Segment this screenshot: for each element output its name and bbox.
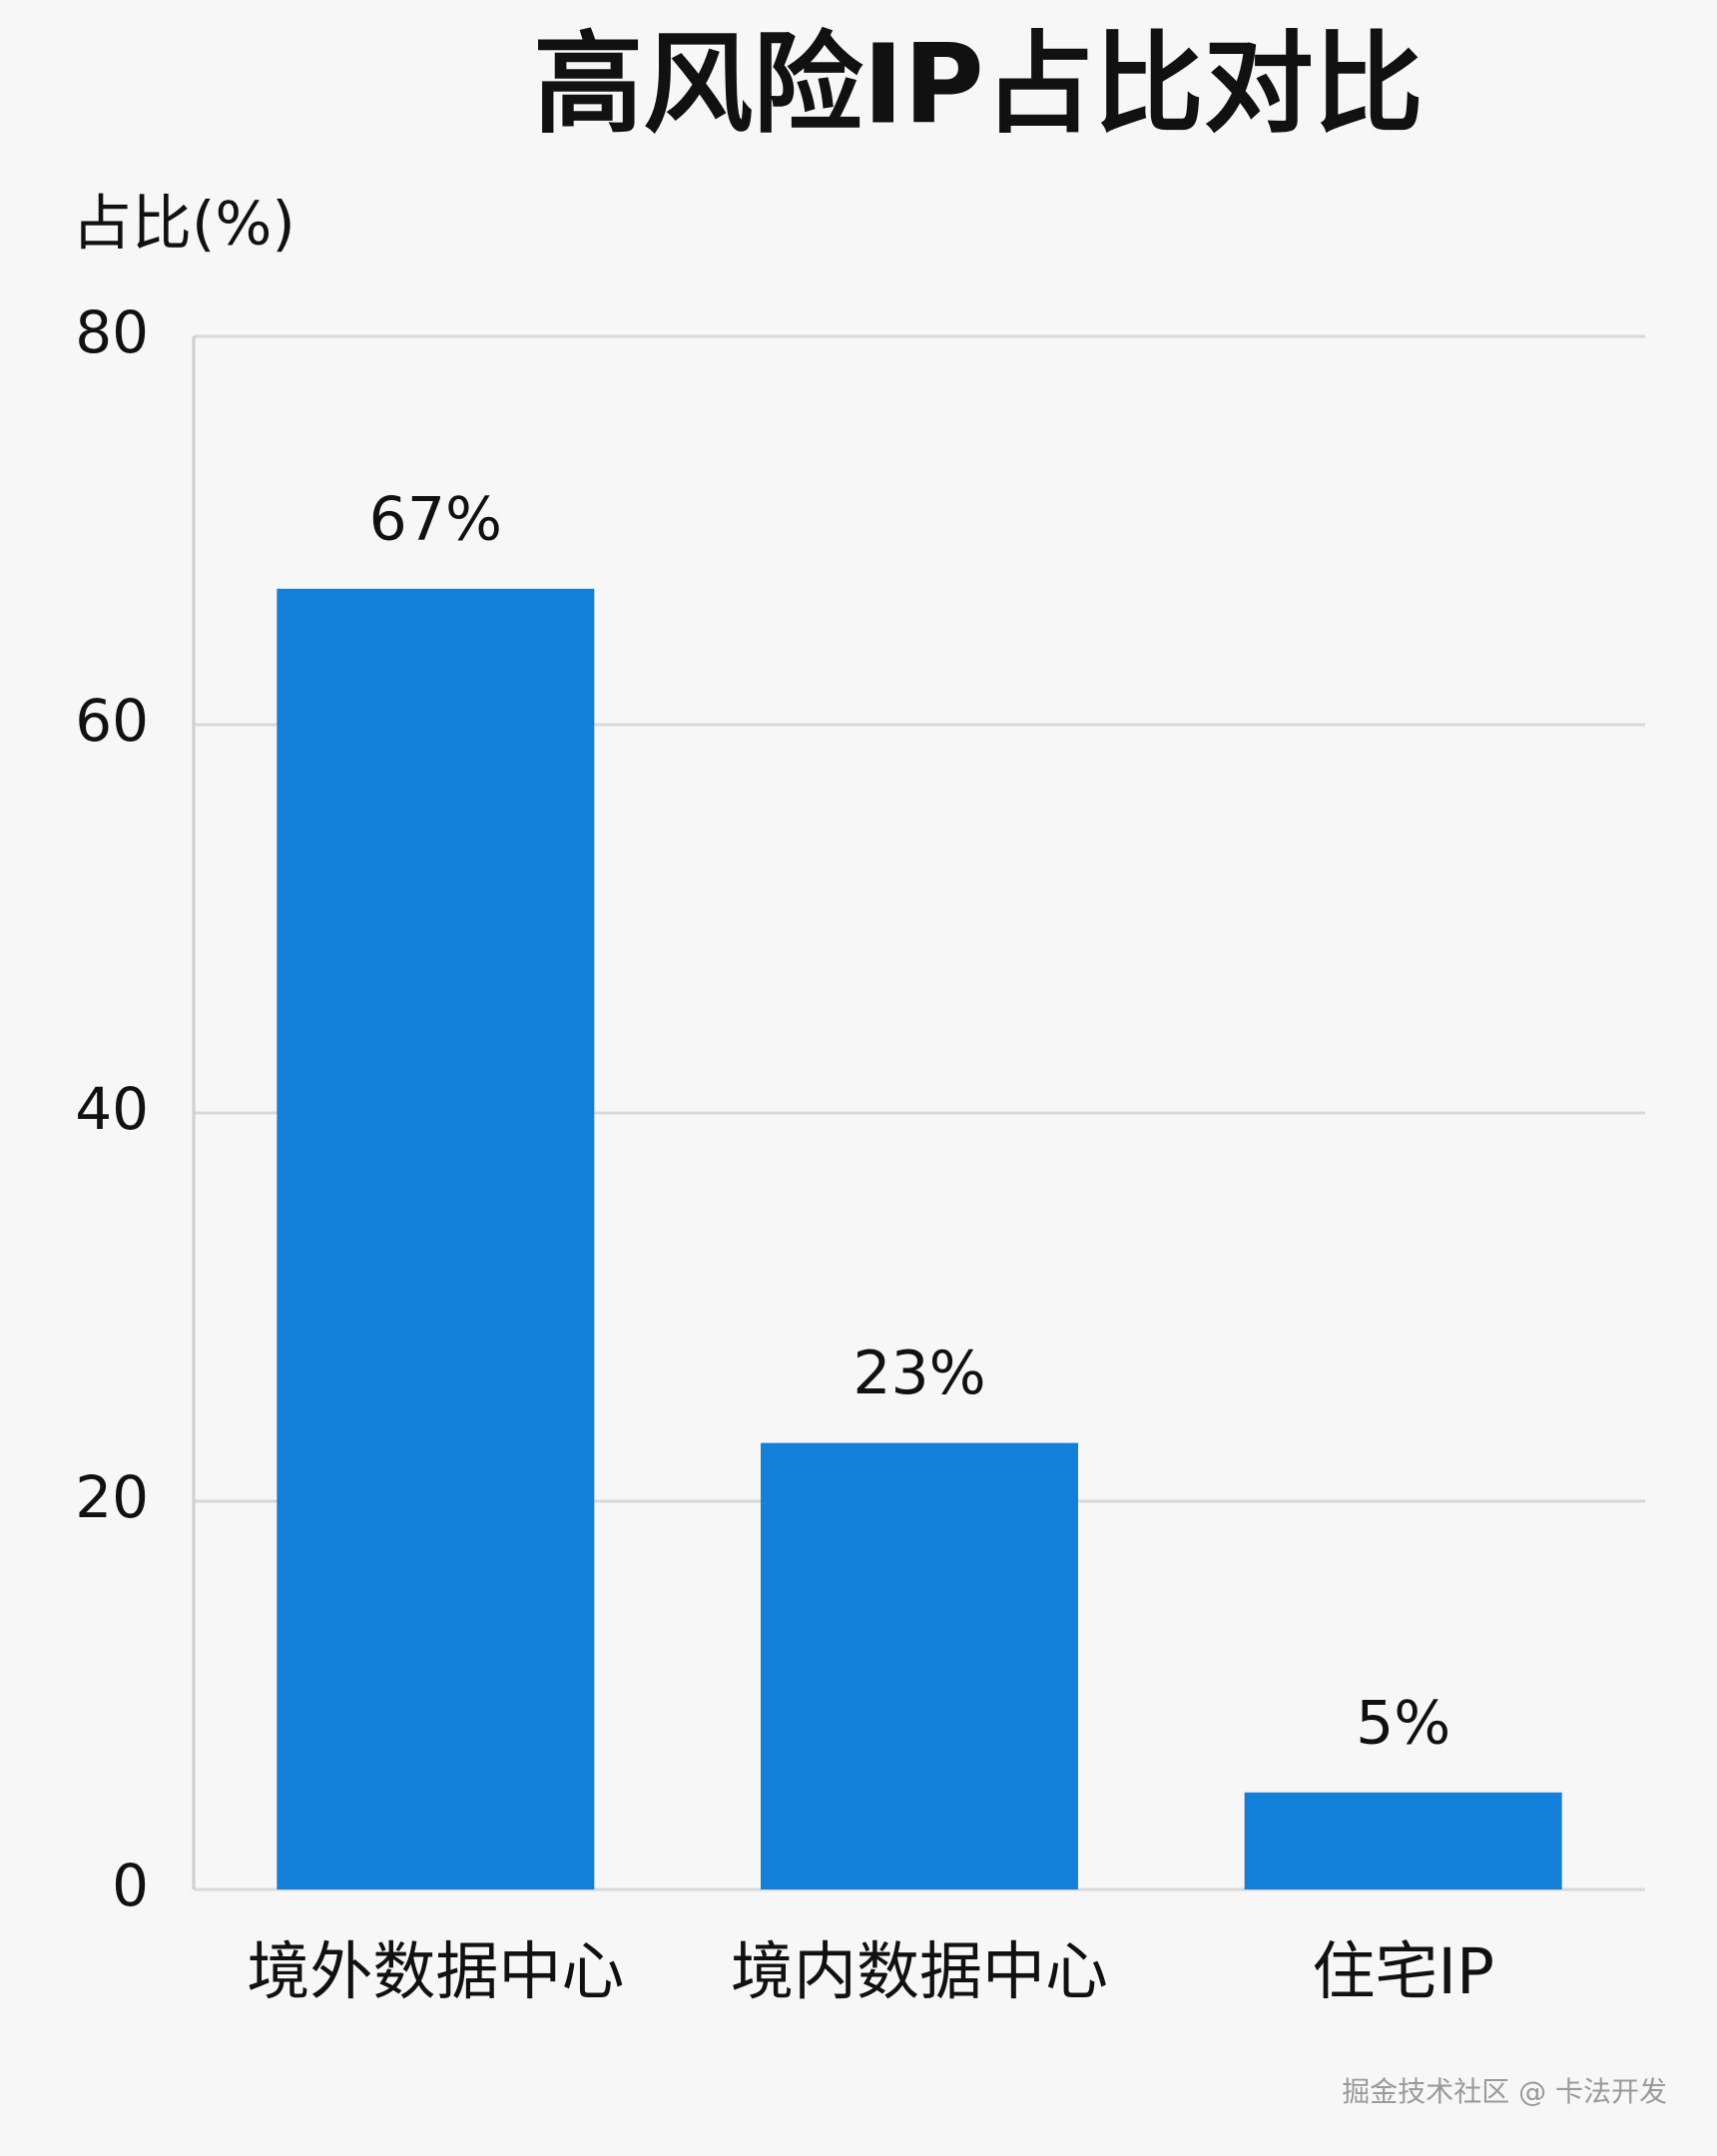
watermark: 掘金技术社区 @ 卡法开发 xyxy=(1342,2075,1667,2108)
bar xyxy=(761,1442,1078,1889)
value-label: 5% xyxy=(1356,1688,1450,1758)
y-tick-label: 60 xyxy=(75,687,149,755)
x-tick-label: 住宅IP xyxy=(1312,1935,1494,2008)
y-tick-label: 40 xyxy=(75,1075,149,1143)
y-tick-label: 20 xyxy=(75,1463,149,1531)
bar xyxy=(277,588,595,1889)
x-tick-label: 境内数据中心 xyxy=(731,1935,1108,2008)
y-axis-label: 占比(%) xyxy=(72,190,295,260)
value-label: 67% xyxy=(369,484,502,554)
chart-title: 高风险IP占比对比 xyxy=(533,20,1424,148)
y-tick-label: 0 xyxy=(112,1852,149,1919)
x-tick-label: 境外数据中心 xyxy=(247,1935,624,2008)
y-tick-label: 80 xyxy=(75,298,149,366)
value-label: 23% xyxy=(853,1339,985,1408)
bar xyxy=(1244,1792,1562,1889)
